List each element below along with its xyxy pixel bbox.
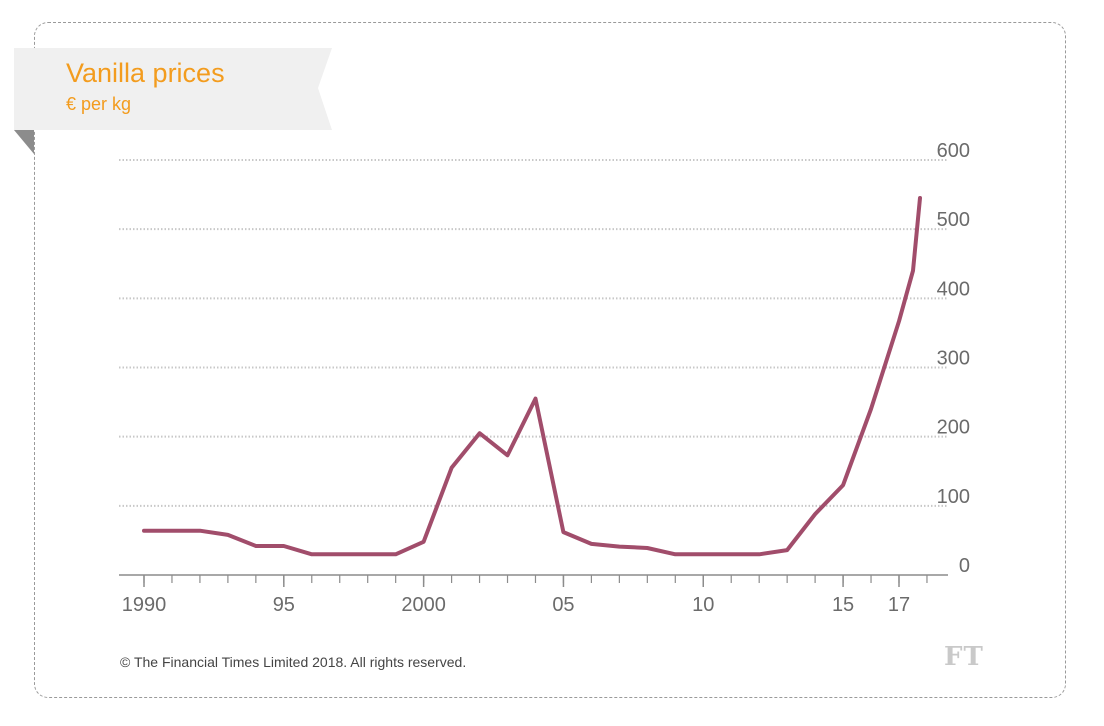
x-tick-label: 10 [692,594,714,616]
y-tick-label: 400 [937,278,970,300]
gridlines [119,159,948,507]
y-tick-label: 600 [937,140,970,162]
ft-logo: FT [944,642,984,672]
chart-frame [34,22,1066,698]
y-tick-label: 100 [937,486,970,508]
chart-subtitle: € per kg [66,94,132,114]
x-tick-label: 17 [888,594,910,616]
y-tick-label: 300 [937,348,970,370]
x-tick-label: 2000 [401,594,446,616]
series-line-0 [142,196,922,557]
x-tick-label: 05 [552,594,574,616]
x-axis-labels: 1990 95 2000 05 10 15 17 [122,594,910,616]
x-tick-label: 15 [832,594,854,616]
title-banner [14,48,332,154]
banner-ribbon [14,48,332,130]
y-tick-label: 0 [959,555,970,577]
copyright-text: © The Financial Times Limited 2018. All … [120,654,467,670]
x-axis [119,574,948,587]
series-layer [142,196,922,557]
x-tick-label: 1990 [122,594,167,616]
y-axis-labels: 0 100 200 300 400 500 600 [937,140,970,577]
x-tick-label: 95 [273,594,295,616]
banner-fold [14,130,34,154]
chart-title: Vanilla prices [66,58,225,88]
y-tick-label: 500 [937,209,970,231]
y-tick-label: 200 [937,417,970,439]
